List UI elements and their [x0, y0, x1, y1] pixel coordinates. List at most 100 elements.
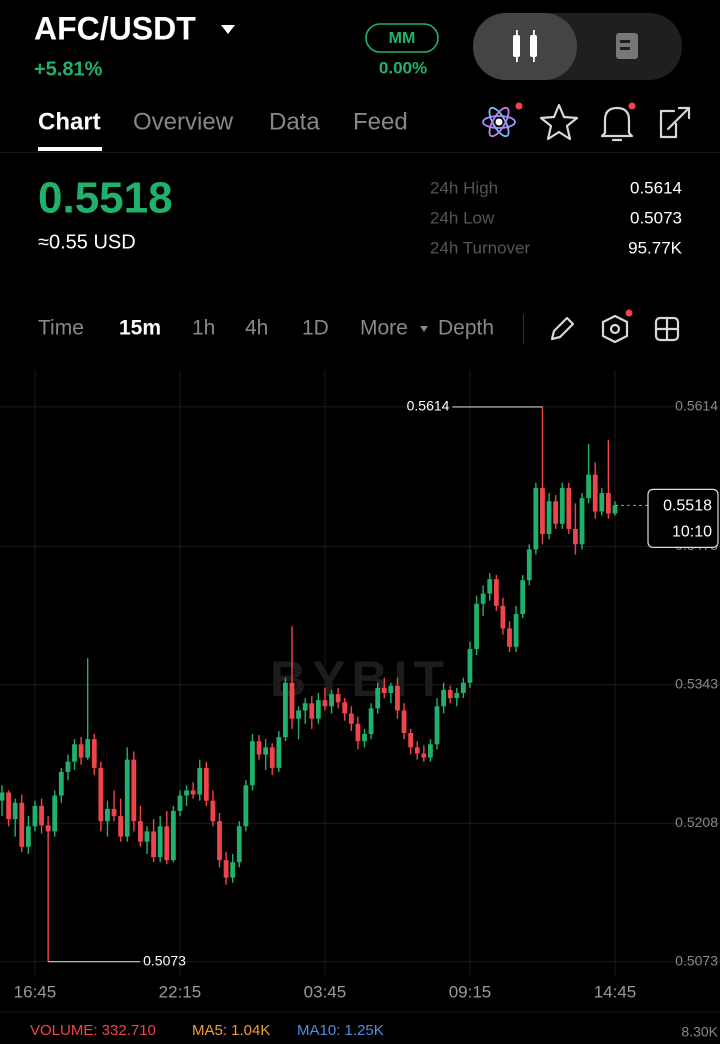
candle-body	[388, 685, 394, 694]
candle-body	[138, 821, 143, 842]
candle-body	[157, 826, 163, 858]
candle-body	[381, 687, 387, 694]
candle-body	[566, 487, 572, 529]
candle-body	[250, 741, 255, 786]
last-price-label: 0.5518	[663, 498, 712, 515]
pair-name[interactable]: AFC/USDT	[34, 10, 196, 46]
candle-body	[12, 802, 18, 820]
candle-body	[526, 549, 532, 581]
interval[interactable]: 1D	[302, 317, 329, 340]
candle-body	[493, 579, 499, 606]
candle-body	[45, 825, 51, 832]
candle-body	[408, 733, 414, 748]
candle-body	[124, 759, 130, 837]
candle-body	[190, 790, 196, 795]
candle-body	[19, 802, 25, 847]
candle-body	[289, 682, 295, 719]
candle-body	[612, 505, 618, 514]
candle-body	[500, 605, 506, 629]
candle-icon	[513, 30, 537, 62]
tab[interactable]: Feed	[353, 108, 408, 135]
candle-body	[6, 792, 11, 820]
tab[interactable]: Overview	[133, 108, 234, 135]
x-tick-label: 16:45	[14, 982, 57, 1001]
pair-dropdown[interactable]	[221, 25, 235, 34]
x-tick-label: 22:15	[159, 982, 202, 1001]
candle-body	[105, 808, 110, 822]
candle-body	[309, 703, 315, 719]
stat-value: 95.77K	[628, 238, 683, 257]
candle-body	[480, 593, 486, 604]
candle-body	[276, 737, 282, 768]
interval[interactable]: More	[360, 317, 408, 340]
interval[interactable]: 1h	[192, 317, 215, 340]
candle-body	[348, 713, 354, 724]
candle-body	[513, 614, 519, 647]
candle-body	[546, 501, 552, 535]
candle-body	[269, 747, 275, 768]
volume-axis-label: 8.30K	[681, 1024, 718, 1040]
y-tick-label: 0.5073	[675, 952, 718, 968]
candle-body	[362, 734, 367, 742]
stat-value: 0.5614	[630, 178, 682, 197]
candle-body	[144, 831, 150, 842]
candle-body	[52, 795, 58, 832]
candle-body	[329, 694, 334, 707]
orderbook-view-button[interactable]	[616, 33, 638, 59]
candle-body	[467, 648, 473, 683]
candle-body	[177, 795, 183, 811]
candle-body	[0, 792, 5, 801]
candle-body	[98, 767, 104, 822]
price-change: +5.81%	[34, 58, 103, 80]
tab[interactable]: Data	[269, 108, 320, 135]
chart-view-button[interactable]	[473, 13, 577, 80]
candle-body	[58, 771, 64, 796]
mm-badge[interactable]	[365, 23, 439, 53]
candle-body	[322, 700, 328, 707]
ai-icon[interactable]	[482, 102, 523, 139]
candle-body	[553, 501, 559, 524]
ma5-label: MA5: 1.04K	[192, 1022, 270, 1039]
candle-body	[414, 747, 420, 754]
interval[interactable]: Depth	[438, 317, 494, 340]
interval[interactable]: 15m	[119, 317, 161, 340]
alert-icon[interactable]	[600, 102, 636, 142]
stat-label: 24h Turnover	[430, 238, 531, 257]
share-icon[interactable]	[659, 106, 691, 139]
candle-body	[296, 710, 301, 719]
candle-body	[78, 744, 84, 758]
indicator-icon[interactable]	[601, 309, 633, 344]
layout-icon[interactable]	[654, 316, 680, 342]
tab[interactable]: Chart	[38, 108, 101, 135]
y-tick-label: 0.5614	[675, 398, 718, 414]
y-tick-label: 0.5343	[675, 676, 718, 692]
y-tick-label: 0.5208	[675, 814, 718, 830]
divider	[0, 152, 720, 153]
candle-body	[184, 790, 189, 796]
favorite-icon[interactable]	[539, 103, 579, 141]
candle-body	[474, 603, 479, 649]
candle-body	[164, 826, 170, 861]
candle-body	[507, 628, 512, 647]
divider	[523, 314, 524, 344]
stat-label: 24h Low	[430, 208, 495, 227]
candle-body	[151, 831, 156, 858]
candle-body	[520, 580, 526, 615]
mm-label: MM	[389, 30, 416, 47]
candle-body	[375, 687, 381, 709]
candle-body	[203, 767, 209, 801]
candle-body	[401, 710, 407, 733]
usd-price: ≈0.55 USD	[38, 231, 136, 253]
interval[interactable]: Time	[38, 317, 84, 340]
x-tick-label: 14:45	[594, 982, 637, 1001]
candle-body	[540, 487, 545, 535]
draw-icon[interactable]	[550, 316, 575, 341]
candle-body	[131, 759, 137, 822]
candle-body	[283, 682, 288, 738]
interval[interactable]: 4h	[245, 317, 268, 340]
candle-body	[230, 862, 236, 878]
candle-body	[573, 528, 578, 545]
stat-label: 24h High	[430, 178, 498, 197]
x-tick-label: 09:15	[449, 982, 492, 1001]
